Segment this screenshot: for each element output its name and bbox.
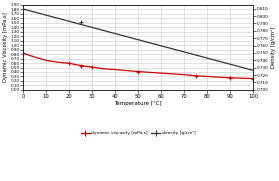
Y-axis label: Density [g/cm³]: Density [g/cm³] xyxy=(271,27,276,68)
Y-axis label: Dynamic Viscosity [mPa.s]: Dynamic Viscosity [mPa.s] xyxy=(3,12,8,82)
Legend: dynamic viscosity [mPa.s], density [g/cm³]: dynamic viscosity [mPa.s], density [g/cm… xyxy=(79,129,198,137)
X-axis label: Temperature [°C]: Temperature [°C] xyxy=(114,101,162,106)
